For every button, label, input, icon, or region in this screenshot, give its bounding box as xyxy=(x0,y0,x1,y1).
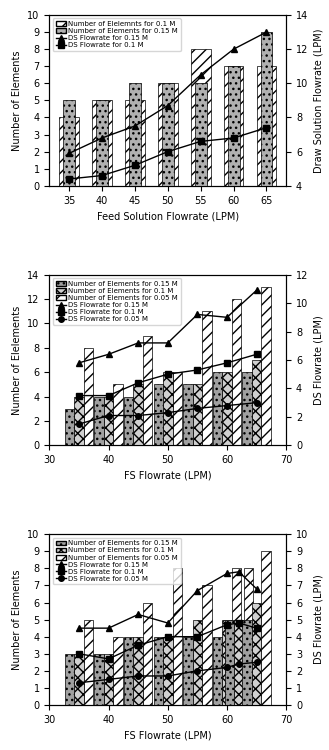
Bar xyxy=(143,335,152,446)
Bar xyxy=(163,637,172,705)
Bar xyxy=(65,409,74,446)
Bar xyxy=(63,100,75,186)
Bar xyxy=(222,372,232,446)
Bar xyxy=(158,83,178,186)
Bar xyxy=(183,637,193,705)
Bar xyxy=(252,360,261,446)
Y-axis label: Number of Elements: Number of Elements xyxy=(12,569,22,670)
Bar xyxy=(74,397,84,445)
Bar xyxy=(261,551,271,705)
Bar xyxy=(234,620,243,705)
Y-axis label: DS Flowrate (LPM): DS Flowrate (LPM) xyxy=(314,315,324,405)
Bar xyxy=(261,32,272,186)
Legend: Number of Elelemnts for 0.1 M, Number of Elements for 0.15 M, DS Flowrate for 0.: Number of Elelemnts for 0.1 M, Number of… xyxy=(53,19,181,51)
X-axis label: FS Flowrate (LPM): FS Flowrate (LPM) xyxy=(124,471,212,481)
Bar xyxy=(193,620,202,705)
Bar xyxy=(113,385,123,446)
Bar xyxy=(202,311,212,446)
Bar xyxy=(191,50,211,186)
Bar xyxy=(228,66,240,186)
X-axis label: Feed Solution Flowrate (LPM): Feed Solution Flowrate (LPM) xyxy=(97,211,239,221)
Bar xyxy=(195,83,207,186)
Bar xyxy=(124,397,134,445)
Bar xyxy=(172,568,182,705)
Bar xyxy=(213,372,222,446)
Bar xyxy=(172,372,182,446)
Y-axis label: DS Flowrate (LPM): DS Flowrate (LPM) xyxy=(314,574,324,664)
Bar xyxy=(59,118,79,186)
Bar xyxy=(125,100,145,186)
Bar xyxy=(154,637,163,705)
Bar xyxy=(222,620,232,705)
Bar xyxy=(162,83,174,186)
Bar xyxy=(257,66,276,186)
Bar xyxy=(84,348,93,445)
Bar xyxy=(163,372,172,446)
Bar xyxy=(113,637,123,705)
Bar xyxy=(183,385,193,446)
Bar xyxy=(232,299,241,446)
X-axis label: FS Flowrate (LPM): FS Flowrate (LPM) xyxy=(124,730,212,740)
Bar xyxy=(193,385,202,446)
Bar xyxy=(242,372,252,446)
Y-axis label: Number of Elelements: Number of Elelements xyxy=(12,305,22,415)
Bar xyxy=(134,637,143,705)
Bar xyxy=(225,620,234,705)
Bar xyxy=(134,385,143,446)
Bar xyxy=(92,100,112,186)
Bar xyxy=(94,654,104,705)
Bar xyxy=(261,286,271,446)
Bar xyxy=(243,568,253,705)
Bar xyxy=(74,654,84,705)
Bar xyxy=(242,620,252,705)
Bar xyxy=(94,397,104,445)
Bar xyxy=(65,654,74,705)
Bar xyxy=(104,654,113,705)
Bar xyxy=(224,66,243,186)
Bar xyxy=(202,586,212,705)
Bar xyxy=(232,568,241,705)
Y-axis label: Draw Solution Flowrate (LPM): Draw Solution Flowrate (LPM) xyxy=(314,28,324,172)
Bar xyxy=(129,83,141,186)
Bar xyxy=(213,637,222,705)
Bar xyxy=(124,637,134,705)
Bar xyxy=(104,397,113,445)
Bar xyxy=(143,602,152,705)
Bar xyxy=(252,602,261,705)
Bar xyxy=(96,100,108,186)
Legend: Number of Elements for 0.15 M, Number of Elements for 0.1 M, Number of Elements : Number of Elements for 0.15 M, Number of… xyxy=(53,538,181,584)
Bar xyxy=(154,385,163,446)
Legend: Number of Elements for 0.15 M, Number of Elements for 0.1 M, Number of Elements : Number of Elements for 0.15 M, Number of… xyxy=(53,278,181,325)
Y-axis label: Number of Elements: Number of Elements xyxy=(12,50,22,151)
Bar xyxy=(84,620,93,705)
